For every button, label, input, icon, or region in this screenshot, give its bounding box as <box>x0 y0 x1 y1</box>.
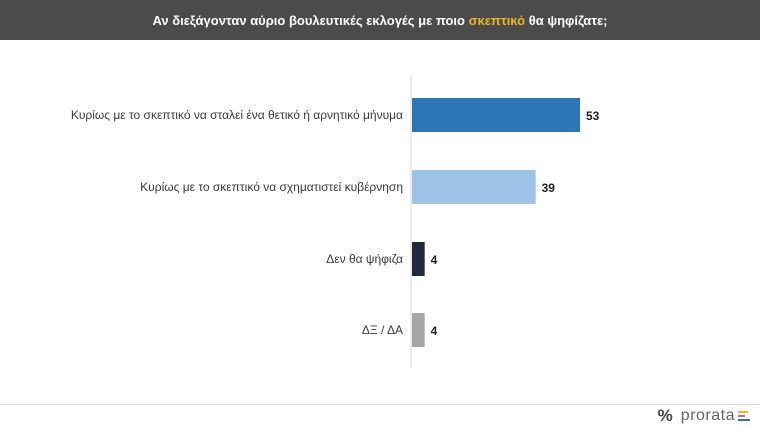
logo-percent-symbol: % <box>657 406 673 425</box>
logo-bar-1 <box>738 411 748 413</box>
chart-title-part-1: Αν διεξάγονταν αύριο βουλευτικές εκλογές… <box>152 12 465 28</box>
bar <box>412 98 580 132</box>
prorata-logo: % prorata <box>658 404 750 428</box>
footer-divider <box>0 404 760 405</box>
logo-bars-icon <box>738 411 750 421</box>
bar-chart: Κυρίως με το σκεπτικό να σταλεί ένα θετι… <box>0 40 760 380</box>
bar <box>412 313 425 347</box>
value-label: 53 <box>586 109 600 123</box>
category-label: Κυρίως με το σκεπτικό να σταλεί ένα θετι… <box>71 108 403 122</box>
category-label: ΔΞ / ΔΑ <box>362 323 403 337</box>
chart-title-highlight: σκεπτικό <box>468 12 526 28</box>
bar <box>412 170 536 204</box>
category-label: Κυρίως με το σκεπτικό να σχηματιστεί κυβ… <box>140 180 403 194</box>
chart-title-part-2: θα ψηφίζατε; <box>528 12 608 28</box>
bar-chart-svg: Κυρίως με το σκεπτικό να σταλεί ένα θετι… <box>71 75 600 368</box>
logo-bar-3 <box>738 419 750 421</box>
category-label: Δεν θα ψήφιζα <box>326 252 403 266</box>
bar <box>412 242 425 276</box>
logo-wordmark: prorata <box>680 407 735 424</box>
value-label: 4 <box>431 324 438 338</box>
value-label: 39 <box>542 181 556 195</box>
chart-title-bar: Αν διεξάγονταν αύριο βουλευτικές εκλογές… <box>0 0 760 40</box>
value-label: 4 <box>431 253 438 267</box>
logo-bar-2 <box>738 415 745 417</box>
